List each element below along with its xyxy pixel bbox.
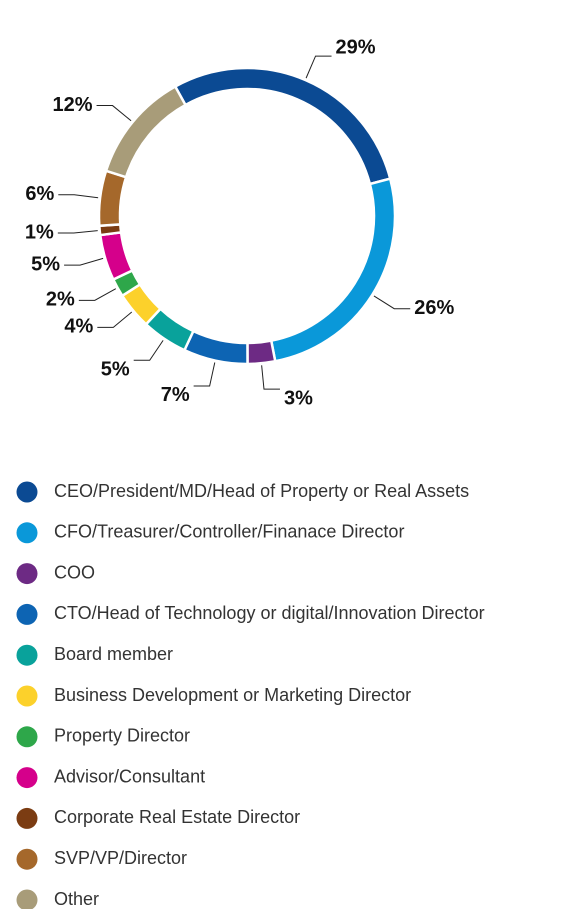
legend-label: SVP/VP/Director <box>54 848 187 868</box>
legend-swatch <box>16 889 38 909</box>
legend-swatch <box>16 767 38 789</box>
leader-line <box>78 288 117 301</box>
legend-label: Board member <box>54 644 173 664</box>
legend-label: CFO/Treasurer/Controller/Finanace Direct… <box>54 522 404 542</box>
leader-line <box>58 194 99 199</box>
leader-line <box>305 55 332 79</box>
donut-segment <box>246 339 277 366</box>
data-label: 5% <box>31 253 60 275</box>
donut-segment <box>182 329 249 366</box>
legend-swatch <box>16 522 38 544</box>
data-label: 5% <box>101 359 130 381</box>
legend-label: CEO/President/MD/Head of Property or Rea… <box>54 481 469 501</box>
legend-label: CTO/Head of Technology or digital/Innova… <box>54 603 485 623</box>
leader-line <box>193 362 216 387</box>
legend-label: COO <box>54 562 95 582</box>
legend-label: Property Director <box>54 726 190 746</box>
data-label: 6% <box>25 183 54 205</box>
leader-line <box>373 295 411 310</box>
legend-swatch <box>16 603 38 625</box>
legend-label: Corporate Real Estate Director <box>54 807 300 827</box>
leader-line <box>64 257 104 266</box>
data-label: 29% <box>336 36 376 58</box>
data-label: 7% <box>161 384 190 406</box>
data-label: 12% <box>53 94 93 116</box>
data-label: 3% <box>284 387 313 409</box>
legend-label: Advisor/Consultant <box>54 766 205 786</box>
legend-swatch <box>16 644 38 666</box>
legend-swatch <box>16 848 38 870</box>
data-label: 4% <box>64 316 93 338</box>
donut-segment <box>98 230 134 282</box>
donut-segment <box>173 66 392 186</box>
leader-line <box>97 311 133 328</box>
donut-segment <box>104 84 188 179</box>
legend-swatch <box>16 807 38 829</box>
data-label: 1% <box>25 221 54 243</box>
donut-segment <box>97 169 128 228</box>
legend-swatch <box>16 563 38 585</box>
legend-swatch <box>16 726 38 748</box>
legend-swatch <box>16 685 38 707</box>
leader-line <box>261 365 280 390</box>
leader-line <box>57 230 98 234</box>
leader-line <box>96 105 132 122</box>
donut-segment <box>269 177 397 363</box>
data-label: 26% <box>414 297 454 319</box>
legend-label: Business Development or Marketing Direct… <box>54 685 411 705</box>
legend-swatch <box>16 481 38 503</box>
data-label: 2% <box>46 289 75 311</box>
legend-label: Other <box>54 889 99 909</box>
leader-line <box>133 340 164 361</box>
